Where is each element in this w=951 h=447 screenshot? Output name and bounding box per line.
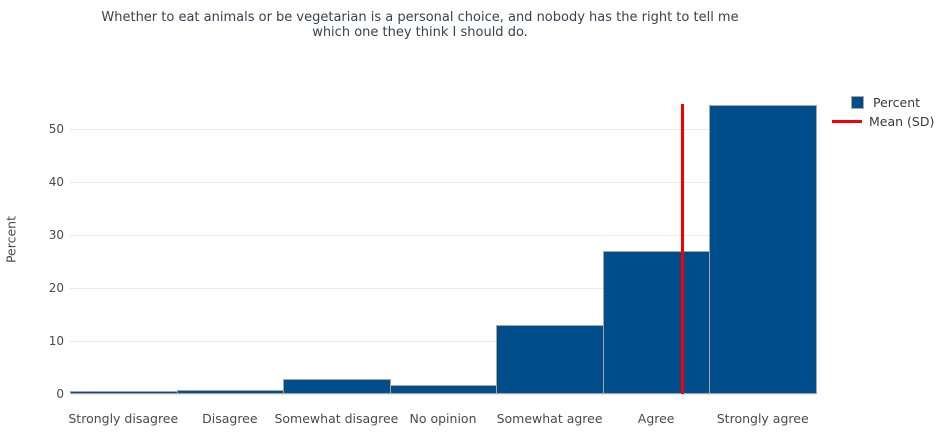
x-tick-label: Strongly agree — [716, 411, 809, 426]
bar — [70, 391, 178, 394]
bar — [176, 389, 285, 394]
legend-label: Mean (SD) — [869, 114, 935, 129]
y-axis-title: Percent — [3, 215, 19, 264]
x-tick-label: Somewhat agree — [496, 411, 603, 426]
x-tick-label: Strongly disagree — [68, 411, 179, 426]
percent-swatch-icon — [851, 96, 864, 109]
gridline — [70, 341, 816, 343]
mean-line-swatch-icon — [832, 120, 862, 123]
plot-area — [70, 85, 817, 395]
bar — [496, 325, 604, 394]
x-tick-label: No opinion — [409, 411, 477, 426]
gridline — [70, 394, 816, 395]
gridline — [70, 182, 816, 184]
chart-title: Whether to eat animals or be vegetarian … — [40, 10, 800, 40]
y-tick-label: 10 — [48, 334, 64, 349]
legend-label: Percent — [873, 95, 921, 110]
y-tick-label: 50 — [48, 122, 64, 137]
legend: Percent Mean (SD) — [832, 93, 950, 131]
x-tick-label: Agree — [637, 411, 675, 426]
y-tick-label: 20 — [48, 281, 64, 296]
gridline — [70, 235, 816, 237]
y-tick-label: 40 — [48, 175, 64, 190]
bar — [389, 385, 498, 394]
y-tick-label: 30 — [48, 228, 64, 243]
y-tick-label: 0 — [56, 387, 64, 401]
legend-item-percent: Percent — [832, 93, 950, 112]
bar — [283, 379, 391, 394]
bar — [709, 105, 817, 394]
legend-item-mean: Mean (SD) — [832, 112, 950, 131]
chart-title-line-1: Whether to eat animals or be vegetarian … — [101, 10, 739, 25]
x-tick-label: Disagree — [202, 411, 258, 426]
x-tick-label: Somewhat disagree — [274, 411, 399, 426]
bar — [602, 251, 711, 394]
gridline — [70, 288, 816, 290]
gridline — [70, 129, 816, 131]
mean-line — [681, 104, 685, 394]
chart-title-line-2: which one they think I should do. — [312, 25, 528, 40]
